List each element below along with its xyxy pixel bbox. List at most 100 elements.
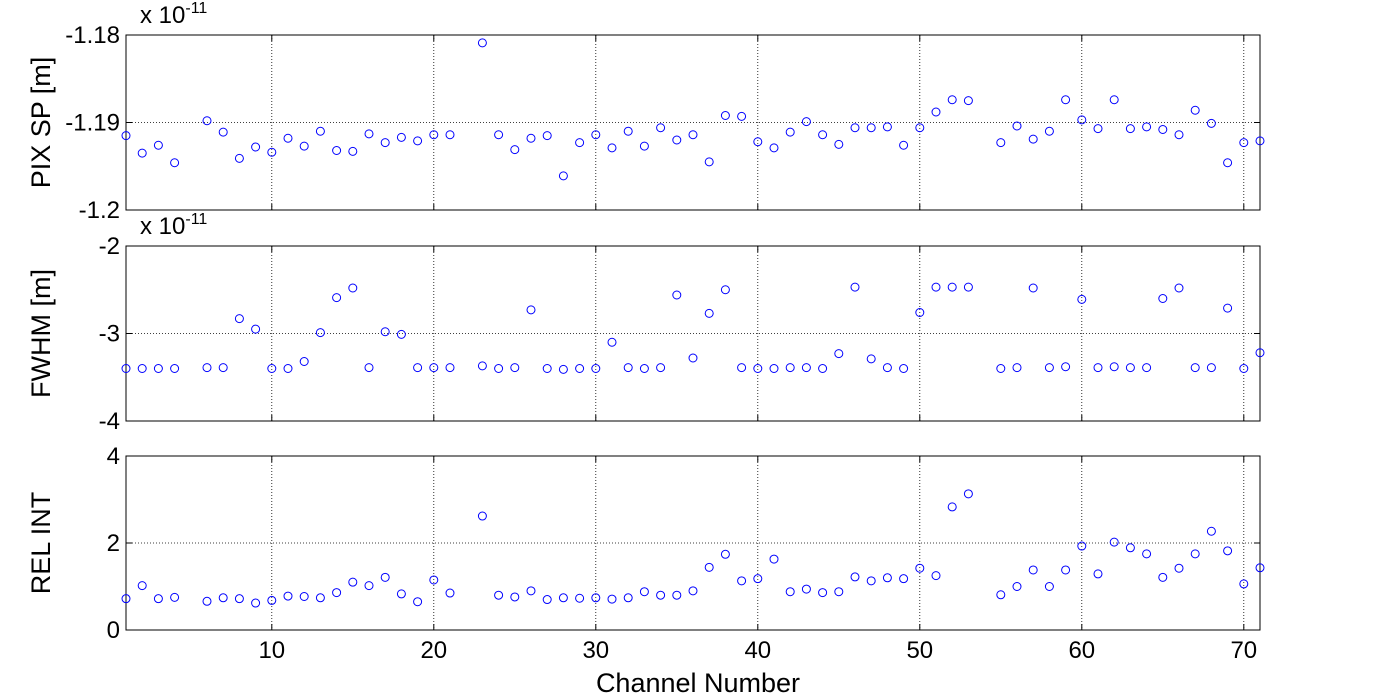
data-point [882,122,892,132]
data-point [866,123,876,133]
data-point [1158,572,1168,582]
data-point [850,282,860,292]
data-point [1206,363,1216,373]
data-point [1012,121,1022,131]
data-point [299,592,309,602]
data-point [510,592,520,602]
data-point [121,364,131,373]
data-point [348,577,358,587]
data-point [1255,348,1265,358]
data-point [996,364,1006,373]
data-point [1158,125,1168,134]
data-point [202,596,212,606]
data-point [1044,126,1054,136]
x-tick-label: 20 [420,637,447,664]
y-axis-label: FWHM [m] [26,269,56,398]
data-point [1223,303,1233,313]
data-point [1109,537,1119,547]
data-point [526,586,536,596]
data-point [688,353,698,363]
data-point [915,308,925,317]
data-point [720,111,730,120]
data-point [558,171,568,181]
data-point [283,364,293,373]
data-point [477,361,487,371]
data-point [899,140,909,150]
data-point [477,38,487,48]
data-point [153,364,163,373]
data-point [737,363,747,373]
data-point [299,357,309,366]
y-axis-label: REL INT [26,492,56,595]
data-point [121,131,131,141]
data-point [1190,363,1200,373]
data-point [1109,95,1119,105]
data-point [672,290,682,300]
data-point [1190,549,1200,559]
data-point [899,364,909,373]
data-point [1028,565,1038,575]
y-tick-label: -4 [99,408,120,435]
data-point [623,363,633,373]
x-tick-label: 50 [906,637,933,664]
data-point [623,126,633,136]
data-point [234,314,244,324]
data-point [283,591,293,601]
data-point [720,285,730,295]
data-point [380,327,390,337]
data-point [1028,134,1038,144]
data-point [1012,582,1022,591]
exponent-label: x 10-11 [140,211,207,240]
data-point [931,282,941,292]
data-point [267,364,277,373]
data-point [445,130,455,140]
data-point [1174,563,1184,573]
data-point [510,145,520,155]
data-point [170,364,180,373]
data-point [1239,138,1249,148]
data-point [526,305,536,315]
data-point [413,597,423,607]
exponent-power: -11 [185,211,207,228]
data-point [801,363,811,373]
x-tick-label: 70 [1230,637,1257,664]
data-point [801,117,811,127]
y-tick-label: -1.2 [79,197,120,224]
data-point [348,146,358,156]
data-point [445,588,455,598]
data-point [915,123,925,133]
data-point [1206,526,1216,536]
data-point [834,349,844,359]
data-point [494,364,504,373]
y-axis-label: PIX SP [m] [26,57,56,189]
data-point [1077,541,1087,551]
data-point [558,593,568,603]
data-point [218,593,228,603]
data-point [818,130,828,140]
y-tick-label: -1.19 [65,110,120,137]
data-point [639,141,649,151]
data-point [1142,122,1152,132]
data-point [753,137,763,147]
data-point [477,511,487,521]
data-point [704,562,714,572]
data-point [996,590,1006,600]
data-point [299,141,309,151]
data-point [834,587,844,597]
data-point [882,363,892,373]
data-point [429,575,439,585]
y-tick-label: -3 [99,321,120,348]
panel-2: -4 -3 -2 x 10-11 FWHM [m] [26,211,1265,435]
data-point [785,587,795,597]
data-point [931,107,941,117]
data-point [672,590,682,600]
data-point [170,592,180,602]
data-point [364,363,374,373]
data-point [494,130,504,140]
y-tick-label: -1.18 [65,22,120,49]
data-point [1158,294,1168,303]
data-point [364,581,374,591]
data-point [1142,549,1152,559]
data-point [251,598,261,608]
panel-1: -1.2 -1.19 -1.18 x 10-11 PIX SP [m] [26,0,1265,224]
